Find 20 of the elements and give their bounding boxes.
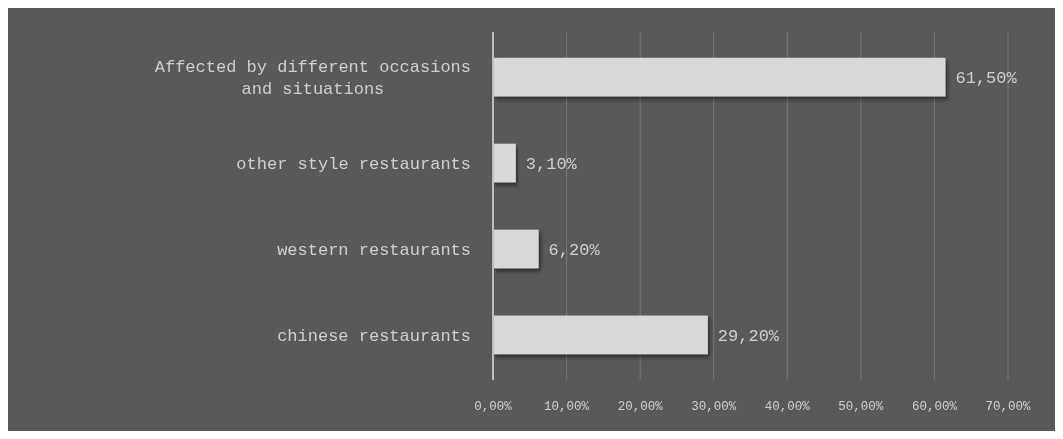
x-tick-label: 0,00% bbox=[474, 400, 513, 414]
y-tick-label: western restaurants bbox=[277, 240, 471, 260]
y-tick-label: Affected by different occasions and situations bbox=[154, 58, 472, 99]
x-tick-label: 40,00% bbox=[764, 400, 811, 414]
y-tick-label: chinese restaurants bbox=[277, 326, 471, 346]
x-tick-label: 50,00% bbox=[838, 400, 884, 414]
bar bbox=[493, 57, 946, 97]
bar bbox=[493, 315, 708, 355]
x-tick-label: 60,00% bbox=[911, 400, 958, 414]
data-label: 29,20% bbox=[717, 326, 780, 346]
x-tick-label: 20,00% bbox=[617, 400, 664, 414]
x-tick-label: 10,00% bbox=[544, 400, 590, 414]
x-tick-label: 30,00% bbox=[691, 400, 737, 414]
data-label: 6,20% bbox=[548, 240, 601, 260]
y-tick-label: other style restaurants bbox=[236, 154, 471, 174]
data-label: 3,10% bbox=[525, 154, 578, 174]
bar bbox=[493, 143, 516, 183]
data-label: 61,50% bbox=[955, 69, 1018, 89]
bar bbox=[493, 229, 539, 269]
x-tick-label: 70,00% bbox=[985, 400, 1031, 414]
